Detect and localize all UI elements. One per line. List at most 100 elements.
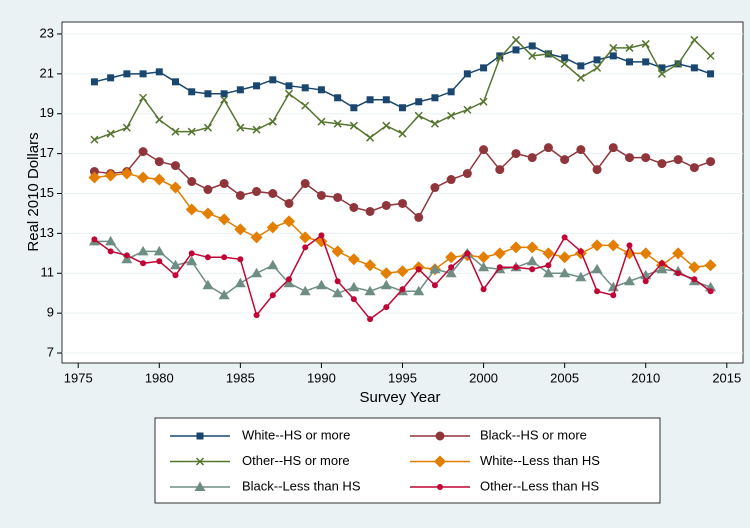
legend-label: Black--Less than HS (242, 478, 361, 493)
data-point (366, 133, 375, 142)
data-point (399, 286, 406, 293)
data-point (349, 202, 359, 212)
data-point (139, 93, 148, 102)
legend (154, 417, 661, 504)
data-point (202, 279, 214, 290)
legend-label: Other--HS or more (242, 453, 350, 468)
data-point (381, 200, 391, 210)
data-point (447, 111, 456, 120)
data-point (704, 259, 717, 272)
data-point (269, 76, 277, 84)
data-point (591, 239, 604, 252)
data-point (299, 231, 312, 244)
data-point (188, 88, 196, 96)
data-point (496, 264, 503, 271)
legend-label: Black--HS or more (480, 427, 587, 442)
data-point (511, 35, 521, 44)
data-point (266, 221, 279, 234)
data-point (364, 259, 377, 272)
data-point (218, 213, 231, 226)
data-point (396, 265, 409, 278)
data-point (301, 84, 309, 92)
data-point (544, 49, 553, 58)
data-point (511, 149, 521, 159)
x-tick-label: 2000 (469, 370, 498, 385)
plot-area (61, 21, 744, 364)
data-point (153, 173, 166, 186)
data-point (656, 263, 668, 274)
data-point (251, 267, 263, 278)
data-point (172, 272, 179, 279)
data-point (139, 70, 147, 78)
legend-label: White--Less than HS (480, 453, 600, 468)
data-point (156, 258, 163, 265)
data-point (577, 62, 585, 70)
data-point (657, 69, 666, 78)
data-point (415, 266, 422, 273)
data-point (203, 123, 212, 132)
data-point (302, 244, 309, 251)
data-point (430, 183, 440, 193)
data-point (334, 278, 341, 285)
data-point (284, 198, 294, 208)
data-point (250, 231, 263, 244)
legend-marker (195, 457, 205, 466)
data-point (398, 198, 407, 208)
data-point (445, 251, 458, 264)
data-point (658, 260, 665, 267)
data-point (169, 181, 182, 194)
data-point (625, 153, 634, 163)
legend-marker (196, 432, 204, 440)
data-point (382, 121, 391, 130)
data-point (201, 207, 214, 220)
data-point (542, 267, 554, 278)
data-point (415, 98, 423, 106)
data-point (430, 119, 439, 128)
data-point (447, 88, 455, 96)
data-point (334, 94, 342, 102)
data-point (542, 247, 555, 260)
data-point (221, 254, 228, 261)
data-point (561, 54, 569, 62)
legend-marker (434, 455, 446, 468)
data-point (510, 241, 522, 254)
data-point (220, 90, 228, 98)
data-point (204, 90, 212, 98)
data-point (349, 121, 358, 130)
data-point (495, 53, 504, 62)
data-point (528, 42, 536, 50)
x-tick-label: 1995 (388, 370, 417, 385)
data-point (219, 179, 229, 189)
data-point (187, 177, 197, 187)
data-point (285, 82, 293, 90)
legend-marker (437, 484, 443, 490)
data-point (122, 123, 131, 132)
data-point (496, 52, 504, 60)
data-point (284, 89, 294, 98)
legend-marker (435, 431, 445, 441)
data-point (155, 115, 164, 124)
data-point (707, 70, 715, 78)
data-point (674, 59, 683, 68)
data-point (592, 165, 602, 175)
data-point (706, 51, 715, 60)
data-point (269, 292, 276, 299)
data-point (545, 262, 552, 269)
y-tick-label: 17 (40, 145, 54, 160)
data-point (608, 143, 618, 153)
legend-label: Other--Less than HS (480, 478, 600, 493)
data-point (414, 212, 424, 222)
data-point (253, 312, 260, 319)
data-point (91, 236, 98, 243)
data-point (607, 239, 620, 252)
data-point (237, 256, 244, 263)
data-point (186, 255, 198, 266)
data-point (332, 287, 344, 298)
data-point (706, 157, 716, 167)
data-point (138, 147, 148, 157)
data-point (350, 296, 357, 303)
data-point (123, 252, 130, 259)
data-point (642, 58, 650, 66)
data-point (153, 245, 165, 256)
y-tick-label: 13 (40, 225, 54, 240)
